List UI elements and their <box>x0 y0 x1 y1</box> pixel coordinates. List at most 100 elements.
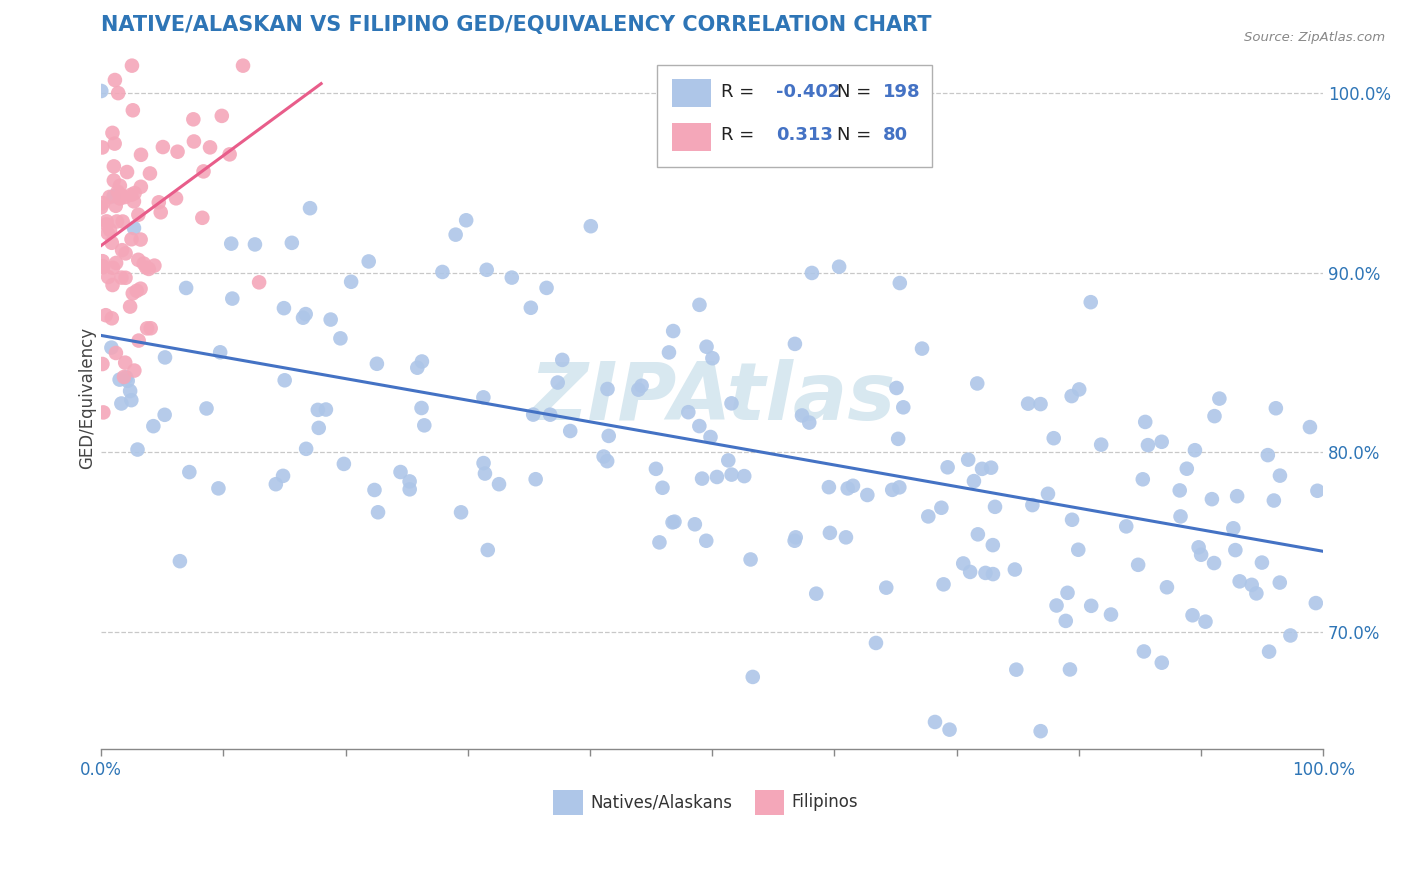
Point <box>195 401 218 416</box>
Point <box>104 199 127 213</box>
Point <box>678 405 700 419</box>
Point <box>101 260 124 275</box>
Point <box>842 479 865 493</box>
Point <box>97 226 120 240</box>
Text: R =: R = <box>721 83 759 101</box>
Y-axis label: GED/Equivalency: GED/Equivalency <box>79 327 96 469</box>
Point <box>315 402 337 417</box>
Point <box>648 535 671 549</box>
Point <box>889 480 911 494</box>
Point <box>411 354 433 368</box>
Point <box>1067 542 1090 557</box>
Point <box>474 467 496 481</box>
Point <box>522 408 544 422</box>
Point <box>957 452 980 467</box>
Point <box>806 587 828 601</box>
Point <box>690 472 713 486</box>
Point <box>475 262 498 277</box>
Point <box>211 109 233 123</box>
Point <box>783 533 806 548</box>
Point <box>366 357 388 371</box>
Point <box>1226 489 1249 503</box>
Point <box>1257 448 1279 462</box>
Point <box>1264 401 1286 416</box>
FancyBboxPatch shape <box>657 65 932 167</box>
Point <box>984 500 1007 514</box>
Point <box>658 345 681 359</box>
Point <box>149 205 172 219</box>
Point <box>219 236 242 251</box>
Point <box>1056 586 1078 600</box>
Point <box>963 474 986 488</box>
Point <box>165 191 187 205</box>
Point <box>865 636 887 650</box>
Point <box>183 135 205 149</box>
Point <box>153 408 176 422</box>
Point <box>91 196 114 211</box>
Point <box>124 363 146 377</box>
Point <box>101 126 124 140</box>
Point <box>488 477 510 491</box>
Point <box>1069 383 1091 397</box>
Point <box>891 401 914 415</box>
Point <box>103 173 125 187</box>
Point <box>664 515 686 529</box>
Point <box>818 480 841 494</box>
Point <box>96 218 118 232</box>
Point <box>1222 521 1244 535</box>
Point <box>981 538 1004 552</box>
Point <box>129 282 152 296</box>
Point <box>596 454 619 468</box>
Point <box>688 419 710 434</box>
Point <box>398 483 420 497</box>
Point <box>538 408 561 422</box>
Point <box>456 213 478 227</box>
Point <box>152 140 174 154</box>
Point <box>122 194 145 209</box>
Point <box>924 714 946 729</box>
Point <box>1204 409 1226 424</box>
Point <box>1090 437 1112 451</box>
Point <box>193 164 215 178</box>
Point <box>936 460 959 475</box>
Point <box>91 260 114 275</box>
Text: 0.313: 0.313 <box>776 127 832 145</box>
Point <box>243 237 266 252</box>
Point <box>560 424 582 438</box>
Point <box>1299 420 1322 434</box>
Point <box>1115 519 1137 533</box>
Point <box>100 235 122 250</box>
Point <box>110 396 132 410</box>
Point <box>889 276 911 290</box>
Point <box>1279 628 1302 642</box>
Point <box>1168 483 1191 498</box>
Point <box>1251 556 1274 570</box>
Point <box>1060 513 1083 527</box>
Point <box>887 432 910 446</box>
Point <box>107 86 129 100</box>
Point <box>1188 541 1211 555</box>
Point <box>1029 397 1052 411</box>
Point <box>120 187 142 202</box>
Point <box>1099 607 1122 622</box>
Point <box>741 670 763 684</box>
Point <box>598 429 620 443</box>
Point <box>114 356 136 370</box>
Point <box>720 467 742 482</box>
Point <box>1170 509 1192 524</box>
Point <box>91 259 114 273</box>
Point <box>121 232 143 246</box>
Point <box>127 208 149 222</box>
Point <box>1184 443 1206 458</box>
Point <box>1017 397 1039 411</box>
Point <box>1080 295 1102 310</box>
Point <box>90 84 112 98</box>
Text: -0.402: -0.402 <box>776 83 839 101</box>
Point <box>1136 438 1159 452</box>
Point <box>104 136 127 151</box>
Point <box>100 341 122 355</box>
Point <box>103 160 125 174</box>
Point <box>579 219 602 234</box>
Point <box>247 276 270 290</box>
Point <box>1060 389 1083 403</box>
